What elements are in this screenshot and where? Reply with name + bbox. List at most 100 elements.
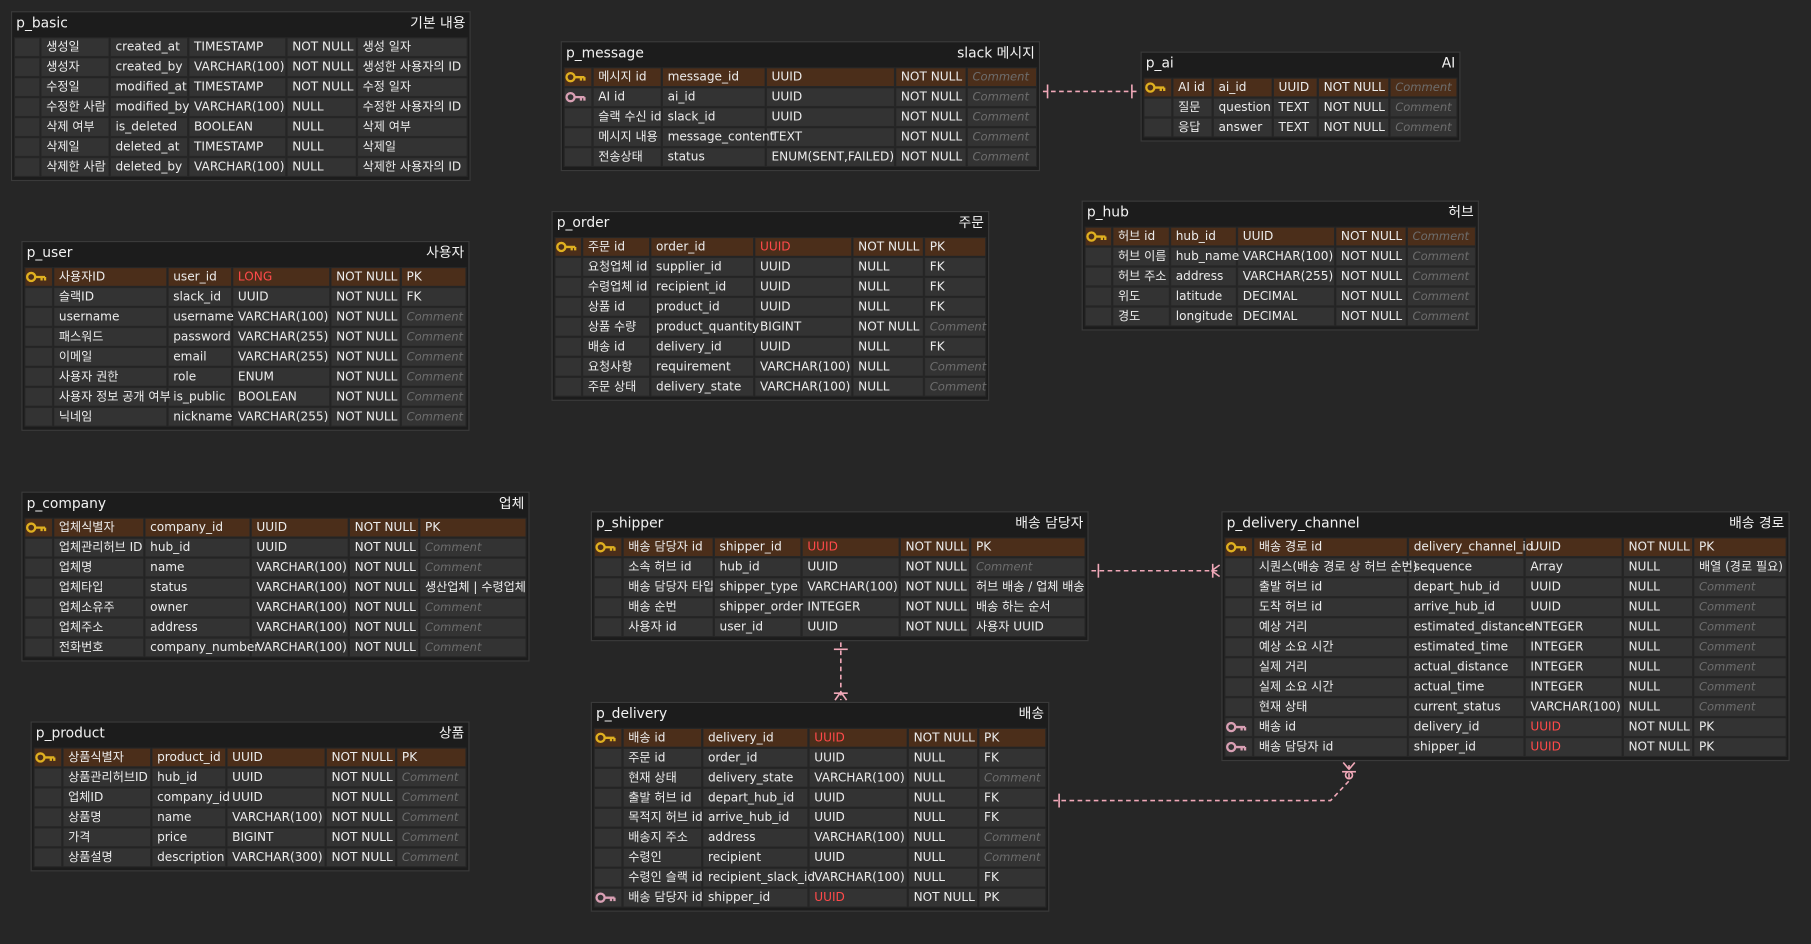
column-row: 전송상태 status ENUM(SENT,FAILED) NOT NULL Comme… [563,147,1038,168]
cell [188,157,287,178]
cell [1084,286,1113,307]
data-type: UUID [807,620,838,634]
cell [1622,657,1694,678]
cell [593,617,623,638]
cell [650,336,755,357]
cell [1622,577,1694,598]
cell [1407,537,1525,558]
physical-name: longitude [1176,309,1233,323]
cell [109,37,189,58]
cell [62,767,152,788]
column-row: 업체명 name VARCHAR(100) NOT NULL Comment [24,557,527,578]
comment: PK [402,750,418,764]
cell [232,286,331,307]
cell [151,767,227,788]
cell [24,406,54,427]
column-row: 현재 상태 delivery_state VARCHAR(100) NULL Comme… [593,767,1047,788]
cell [356,117,468,138]
cell [33,827,63,848]
cell [1622,537,1694,558]
physical-name: shipper_order [720,600,804,614]
cell [852,256,924,277]
logical-name: 질문 [1178,100,1200,114]
comment: FK [930,259,946,273]
key-icon [595,732,616,744]
column-row: 가격 price BIGINT NOT NULL Comment [33,827,467,848]
comment: Comment [402,830,459,844]
cell [907,867,979,888]
cell [53,366,168,387]
data-type: UUID [232,770,263,784]
cell [808,787,908,808]
cell [24,386,54,407]
comment: 삭제 여부 [363,120,411,134]
nullability: NULL [858,279,890,293]
cell [702,867,809,888]
cell [24,577,54,598]
cell [250,557,349,578]
cell [356,137,468,158]
comment: 수정한 사용자의 ID [363,100,462,114]
data-type: BOOLEAN [194,120,253,134]
cell [53,637,145,658]
column-row: 업체식별자 company_id UUID NOT NULL PK [24,517,527,538]
cell [13,37,41,58]
cell [330,306,401,327]
comment: PK [976,540,992,554]
physical-name: hub_id [150,540,190,554]
cell [702,827,809,848]
nullability: NOT NULL [355,640,417,654]
cell [895,107,967,128]
cell [754,356,853,377]
table-label: 배송 담당자 [1015,515,1083,531]
nullability: NOT NULL [331,850,393,864]
column-row: 수령인 recipient UUID NULL Comment [593,847,1047,868]
data-type: UUID [760,299,791,313]
cell [232,366,331,387]
cell [419,597,527,618]
cell [593,557,623,578]
cell [1406,286,1477,307]
cell [24,557,54,578]
column-row: 출발 허브 id depart_hub_id UUID NULL FK [593,787,1047,808]
logical-name: 업체관리허브 ID [59,540,143,554]
logical-name: 수령인 슬랙 id [628,870,702,884]
nullability: NOT NULL [914,890,976,904]
data-type: UUID [1243,229,1274,243]
cell [765,147,896,168]
nullability: NOT NULL [901,70,963,84]
nullability: NOT NULL [901,150,963,164]
cell [1172,97,1213,118]
comment: Comment [1699,600,1756,614]
logical-name: 상품설명 [68,850,113,864]
cell [592,147,662,168]
data-type: UUID [760,239,791,253]
cell [1236,226,1336,247]
cell [24,306,54,327]
cell [713,537,802,558]
cell [1253,677,1408,698]
cell [1693,717,1787,738]
cell [1524,657,1623,678]
cell [144,637,251,658]
cell [970,597,1086,618]
data-type: VARCHAR(100) [256,580,346,594]
column-row: 소속 허브 id hub_id UUID NOT NULL Comment [593,557,1086,578]
table-name: p_product [36,726,106,742]
cell [582,276,651,297]
cell [1212,117,1273,138]
cell [53,326,168,347]
cell [923,356,987,377]
nullability: NULL [858,359,890,373]
cell [1693,557,1787,578]
physical-name: delivery_state [656,379,741,393]
data-type: VARCHAR(255) [1243,269,1333,283]
cell [250,537,349,558]
cell [582,296,651,317]
cell [400,286,467,307]
table-label: 허브 [1448,205,1474,221]
column-row: 업체ID company_id UUID NOT NULL Comment [33,787,467,808]
cell [895,67,967,88]
comment: FK [930,279,946,293]
